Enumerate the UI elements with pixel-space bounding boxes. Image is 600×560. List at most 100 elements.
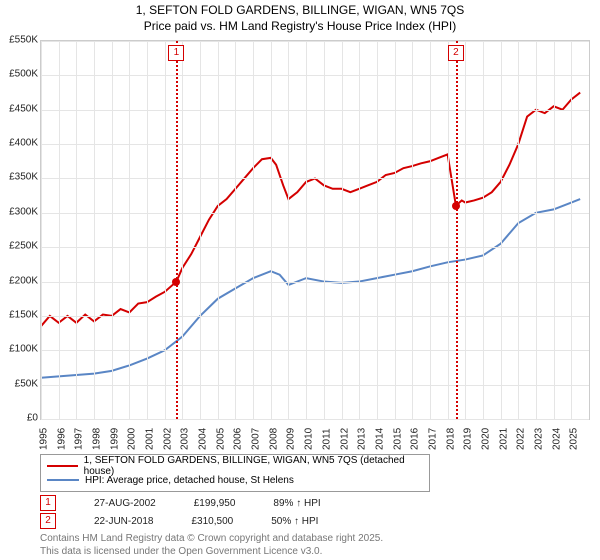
x-tick-label: 2005 <box>215 428 226 450</box>
gridline-v <box>324 41 325 419</box>
x-tick-label: 2016 <box>410 428 421 450</box>
plot-area: 12 <box>40 40 590 420</box>
x-tick-label: 2010 <box>304 428 315 450</box>
gridline-v <box>271 41 272 419</box>
gridline-v <box>253 41 254 419</box>
x-tick-label: 1999 <box>109 428 120 450</box>
title-line-2: Price paid vs. HM Land Registry's House … <box>0 18 600 34</box>
x-tick-label: 2025 <box>569 428 580 450</box>
x-tick-label: 2013 <box>357 428 368 450</box>
gridline-v <box>235 41 236 419</box>
y-tick-label: £550K <box>0 35 38 46</box>
title-line-1: 1, SEFTON FOLD GARDENS, BILLINGE, WIGAN,… <box>0 2 600 18</box>
gridline-v <box>59 41 60 419</box>
gridline-v <box>377 41 378 419</box>
transaction-price: £310,500 <box>191 516 233 527</box>
y-tick-label: £500K <box>0 69 38 80</box>
gridline-h <box>41 316 589 317</box>
series-price_paid <box>41 93 580 327</box>
x-tick-label: 2006 <box>233 428 244 450</box>
x-tick-label: 2023 <box>533 428 544 450</box>
legend-row: 1, SEFTON FOLD GARDENS, BILLINGE, WIGAN,… <box>47 459 423 473</box>
x-tick-label: 2024 <box>551 428 562 450</box>
x-tick-label: 2007 <box>251 428 262 450</box>
gridline-v <box>200 41 201 419</box>
gridline-h <box>41 419 589 420</box>
x-tick-label: 2009 <box>286 428 297 450</box>
transaction-marker <box>172 278 180 286</box>
transaction-date: 27-AUG-2002 <box>94 498 156 509</box>
gridline-v <box>571 41 572 419</box>
gridline-v <box>359 41 360 419</box>
gridline-h <box>41 75 589 76</box>
gridline-v <box>501 41 502 419</box>
gridline-v <box>395 41 396 419</box>
transaction-vline <box>456 41 458 419</box>
y-tick-label: £350K <box>0 172 38 183</box>
transaction-delta: 89% ↑ HPI <box>273 498 320 509</box>
x-tick-label: 1997 <box>74 428 85 450</box>
x-tick-label: 2003 <box>180 428 191 450</box>
x-tick-label: 2004 <box>198 428 209 450</box>
footer-line-2: This data is licensed under the Open Gov… <box>40 546 592 559</box>
x-tick-label: 2019 <box>463 428 474 450</box>
legend-label: HPI: Average price, detached house, St H… <box>85 475 294 486</box>
y-tick-label: £100K <box>0 344 38 355</box>
transaction-date: 22-JUN-2018 <box>94 516 153 527</box>
transaction-badge: 2 <box>40 513 56 529</box>
gridline-v <box>554 41 555 419</box>
transaction-row: 2 22-JUN-2018 £310,500 50% ↑ HPI <box>40 512 321 530</box>
x-tick-label: 2008 <box>268 428 279 450</box>
x-tick-label: 2000 <box>127 428 138 450</box>
line-series-svg <box>41 41 589 419</box>
y-tick-label: £300K <box>0 206 38 217</box>
y-tick-label: £0 <box>0 413 38 424</box>
x-tick-label: 2015 <box>392 428 403 450</box>
gridline-v <box>412 41 413 419</box>
transaction-badge: 1 <box>40 495 56 511</box>
gridline-v <box>165 41 166 419</box>
transaction-vbadge: 1 <box>168 45 184 61</box>
gridline-h <box>41 385 589 386</box>
gridline-v <box>342 41 343 419</box>
footer-attribution: Contains HM Land Registry data © Crown c… <box>40 533 592 558</box>
gridline-v <box>448 41 449 419</box>
gridline-v <box>218 41 219 419</box>
x-tick-label: 2022 <box>516 428 527 450</box>
gridline-v <box>465 41 466 419</box>
gridline-v <box>94 41 95 419</box>
gridline-h <box>41 178 589 179</box>
transaction-delta: 50% ↑ HPI <box>271 516 318 527</box>
gridline-h <box>41 282 589 283</box>
x-tick-label: 2021 <box>498 428 509 450</box>
gridline-v <box>41 41 42 419</box>
y-tick-label: £200K <box>0 275 38 286</box>
x-tick-label: 2014 <box>374 428 385 450</box>
x-tick-label: 1995 <box>39 428 50 450</box>
x-tick-label: 1996 <box>56 428 67 450</box>
gridline-v <box>129 41 130 419</box>
y-tick-label: £250K <box>0 241 38 252</box>
legend: 1, SEFTON FOLD GARDENS, BILLINGE, WIGAN,… <box>40 454 430 492</box>
gridline-v <box>518 41 519 419</box>
gridline-h <box>41 144 589 145</box>
gridline-v <box>112 41 113 419</box>
y-tick-label: £150K <box>0 309 38 320</box>
footer-line-1: Contains HM Land Registry data © Crown c… <box>40 533 592 546</box>
transaction-marker <box>452 202 460 210</box>
gridline-v <box>147 41 148 419</box>
gridline-v <box>483 41 484 419</box>
gridline-v <box>306 41 307 419</box>
chart-title: 1, SEFTON FOLD GARDENS, BILLINGE, WIGAN,… <box>0 0 600 34</box>
gridline-h <box>41 247 589 248</box>
x-tick-label: 2012 <box>339 428 350 450</box>
x-tick-label: 2002 <box>162 428 173 450</box>
transaction-row: 1 27-AUG-2002 £199,950 89% ↑ HPI <box>40 494 321 512</box>
transaction-vbadge: 2 <box>448 45 464 61</box>
transaction-vline <box>176 41 178 419</box>
chart-container: 1, SEFTON FOLD GARDENS, BILLINGE, WIGAN,… <box>0 0 600 560</box>
x-tick-label: 2001 <box>145 428 156 450</box>
gridline-h <box>41 350 589 351</box>
x-tick-label: 2011 <box>321 428 332 450</box>
gridline-v <box>536 41 537 419</box>
